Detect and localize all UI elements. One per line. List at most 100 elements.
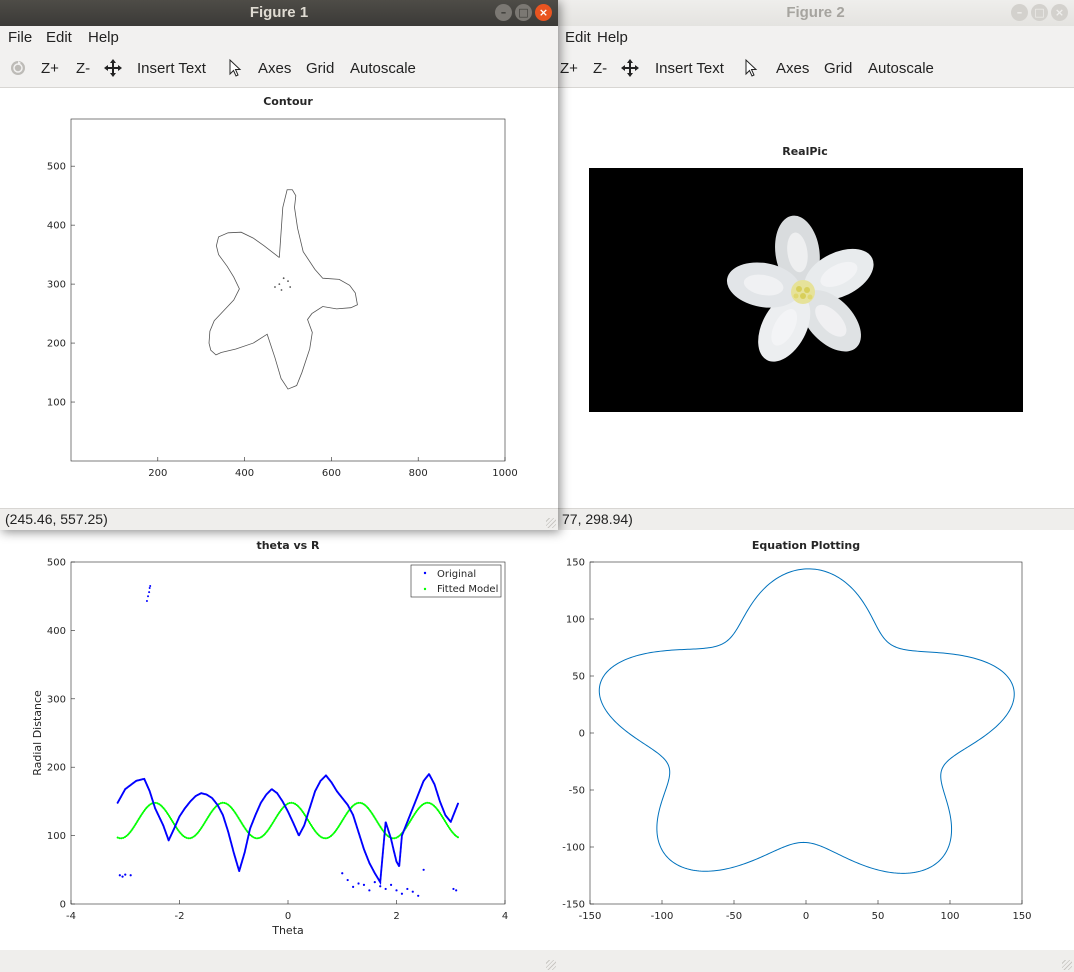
flower-image bbox=[726, 215, 874, 362]
rotate-icon[interactable] bbox=[9, 59, 27, 81]
y-tick-label: 200 bbox=[47, 763, 66, 774]
figure2-plot-area[interactable]: RealPic bbox=[557, 89, 1074, 508]
original-point bbox=[417, 894, 420, 897]
figure2-menubar: Edit Help bbox=[557, 26, 1074, 50]
figure1-titlebar[interactable]: Figure 1 – □ × bbox=[0, 0, 558, 26]
insert-text-button[interactable]: Insert Text bbox=[655, 60, 724, 77]
x-axis-label: Theta bbox=[271, 924, 304, 937]
equation-plotting-title: Equation Plotting bbox=[752, 539, 860, 552]
menu-file[interactable]: File bbox=[8, 29, 33, 46]
y-tick-label: -100 bbox=[562, 843, 585, 854]
original-point bbox=[389, 883, 393, 886]
contour-point bbox=[282, 277, 285, 280]
figure2-footer bbox=[558, 950, 1074, 972]
autoscale-button[interactable]: Autoscale bbox=[350, 60, 416, 77]
menu-help[interactable]: Help bbox=[597, 29, 628, 46]
original-point bbox=[352, 885, 355, 888]
original-point bbox=[411, 890, 414, 893]
contour-point bbox=[289, 286, 292, 288]
original-point bbox=[400, 892, 404, 895]
cursor-coordinates: 77, 298.94) bbox=[562, 511, 633, 527]
pan-icon[interactable] bbox=[620, 58, 640, 82]
y-tick-label: 500 bbox=[47, 558, 66, 569]
minimize-icon[interactable]: – bbox=[1011, 4, 1028, 21]
zoom-in-button[interactable]: Z+ bbox=[560, 60, 578, 77]
original-trace bbox=[116, 772, 460, 886]
x-tick-label: 600 bbox=[322, 468, 341, 479]
zoom-out-button[interactable]: Z- bbox=[593, 60, 608, 77]
figure1-footer bbox=[0, 950, 558, 972]
select-pointer-icon[interactable] bbox=[744, 58, 758, 82]
original-point bbox=[341, 872, 344, 875]
theta-vs-r-figure: theta vs R Theta Radial Distance Origina… bbox=[0, 530, 558, 972]
original-point bbox=[148, 586, 151, 589]
figure2-title: Figure 2 bbox=[786, 4, 845, 21]
y-tick-label: 200 bbox=[47, 339, 66, 350]
contour-line bbox=[208, 189, 358, 390]
grid-button[interactable]: Grid bbox=[824, 60, 853, 77]
figure1-plot-area[interactable]: Contour 200 400 600 800 1000 100 200 300 400 500 bbox=[0, 89, 558, 508]
zoom-in-button[interactable]: Z+ bbox=[41, 60, 59, 77]
theta-vs-r-title: theta vs R bbox=[256, 539, 320, 552]
maximize-icon[interactable]: □ bbox=[1031, 4, 1048, 21]
theta-axes-box bbox=[70, 561, 506, 905]
contour-title: Contour bbox=[263, 95, 313, 108]
close-icon[interactable]: × bbox=[535, 4, 552, 21]
original-point bbox=[118, 874, 121, 877]
figure1-statusbar: (245.46, 557.25) bbox=[0, 508, 558, 530]
original-point bbox=[452, 887, 455, 891]
menu-help[interactable]: Help bbox=[88, 29, 119, 46]
y-tick-label: 500 bbox=[47, 162, 66, 173]
x-tick-label: 150 bbox=[1012, 911, 1031, 922]
figure1-menubar: File Edit Help bbox=[0, 26, 558, 50]
y-tick-label: 300 bbox=[47, 280, 66, 291]
original-point bbox=[148, 591, 151, 594]
realpic-axes: RealPic bbox=[589, 145, 1023, 412]
original-point bbox=[406, 887, 409, 891]
contour-point bbox=[280, 289, 283, 291]
resize-grip[interactable] bbox=[546, 518, 556, 528]
resize-grip[interactable] bbox=[1062, 960, 1072, 970]
insert-text-button[interactable]: Insert Text bbox=[137, 60, 206, 77]
grid-button[interactable]: Grid bbox=[306, 60, 335, 77]
resize-grip[interactable] bbox=[546, 960, 556, 970]
maximize-icon[interactable]: □ bbox=[515, 4, 532, 21]
y-tick-label: 400 bbox=[47, 626, 66, 637]
original-point bbox=[362, 883, 366, 886]
x-tick-label: 100 bbox=[940, 911, 959, 922]
figure2-toolbar: Z+ Z- Insert Text Axes Grid Autoscale bbox=[557, 50, 1074, 88]
equation-plotting-axes: Equation Plotting -150 -100 -50 0 50 100 150 -1… bbox=[562, 539, 1031, 922]
close-icon[interactable]: × bbox=[1051, 4, 1068, 21]
equation-plotting-figure: Equation Plotting -150 -100 -50 0 50 100 150 -1… bbox=[558, 530, 1074, 972]
cursor-coordinates: (245.46, 557.25) bbox=[5, 511, 108, 527]
equation-axes-box bbox=[589, 561, 1023, 905]
y-tick-label: 400 bbox=[47, 221, 66, 232]
select-pointer-icon[interactable] bbox=[228, 58, 242, 82]
original-point bbox=[129, 874, 132, 877]
y-tick-label: -50 bbox=[569, 786, 585, 797]
figure2-window: Figure 2 – □ × Edit Help Z+ Z- Insert Te… bbox=[557, 0, 1074, 530]
zoom-out-button[interactable]: Z- bbox=[76, 60, 91, 77]
figure2-titlebar[interactable]: Figure 2 – □ × bbox=[557, 0, 1074, 26]
y-tick-label: -150 bbox=[562, 900, 585, 911]
autoscale-button[interactable]: Autoscale bbox=[868, 60, 934, 77]
equation-curve bbox=[598, 568, 1015, 874]
legend-original-label: Original bbox=[437, 569, 476, 580]
original-point bbox=[368, 889, 371, 892]
axes-button[interactable]: Axes bbox=[258, 60, 292, 77]
menu-edit[interactable]: Edit bbox=[565, 29, 591, 46]
x-tick-label: -100 bbox=[651, 911, 674, 922]
fitted-model-line bbox=[116, 801, 460, 840]
minimize-icon[interactable]: – bbox=[495, 4, 512, 21]
original-point bbox=[147, 595, 150, 598]
pan-icon[interactable] bbox=[103, 58, 123, 82]
menu-edit[interactable]: Edit bbox=[46, 29, 72, 46]
x-tick-label: -150 bbox=[579, 911, 602, 922]
x-tick-label: 1000 bbox=[492, 468, 517, 479]
original-point bbox=[384, 887, 387, 891]
legend-fitted-label: Fitted Model bbox=[437, 584, 498, 595]
legend-fitted-marker bbox=[423, 587, 427, 591]
y-tick-label: 100 bbox=[566, 615, 585, 626]
axes-button[interactable]: Axes bbox=[776, 60, 810, 77]
x-tick-label: 4 bbox=[502, 911, 508, 922]
